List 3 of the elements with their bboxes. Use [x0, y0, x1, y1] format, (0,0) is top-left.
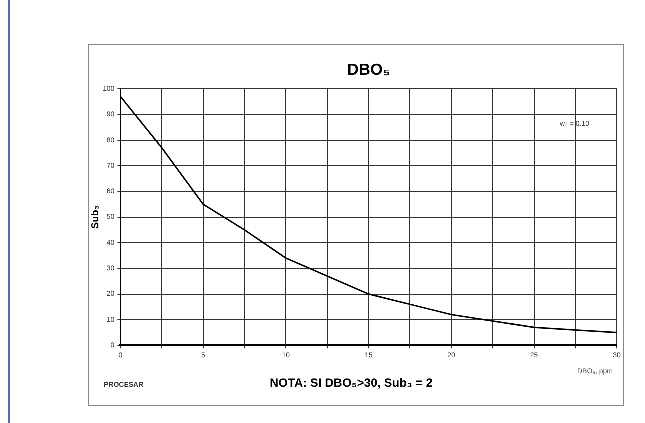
text: NOTA: SI DBO₅>30, Sub₃ = 2 — [270, 376, 433, 390]
y-axis-title: Sub₃ — [90, 205, 102, 230]
chart-title: DBO₅ — [347, 62, 390, 79]
